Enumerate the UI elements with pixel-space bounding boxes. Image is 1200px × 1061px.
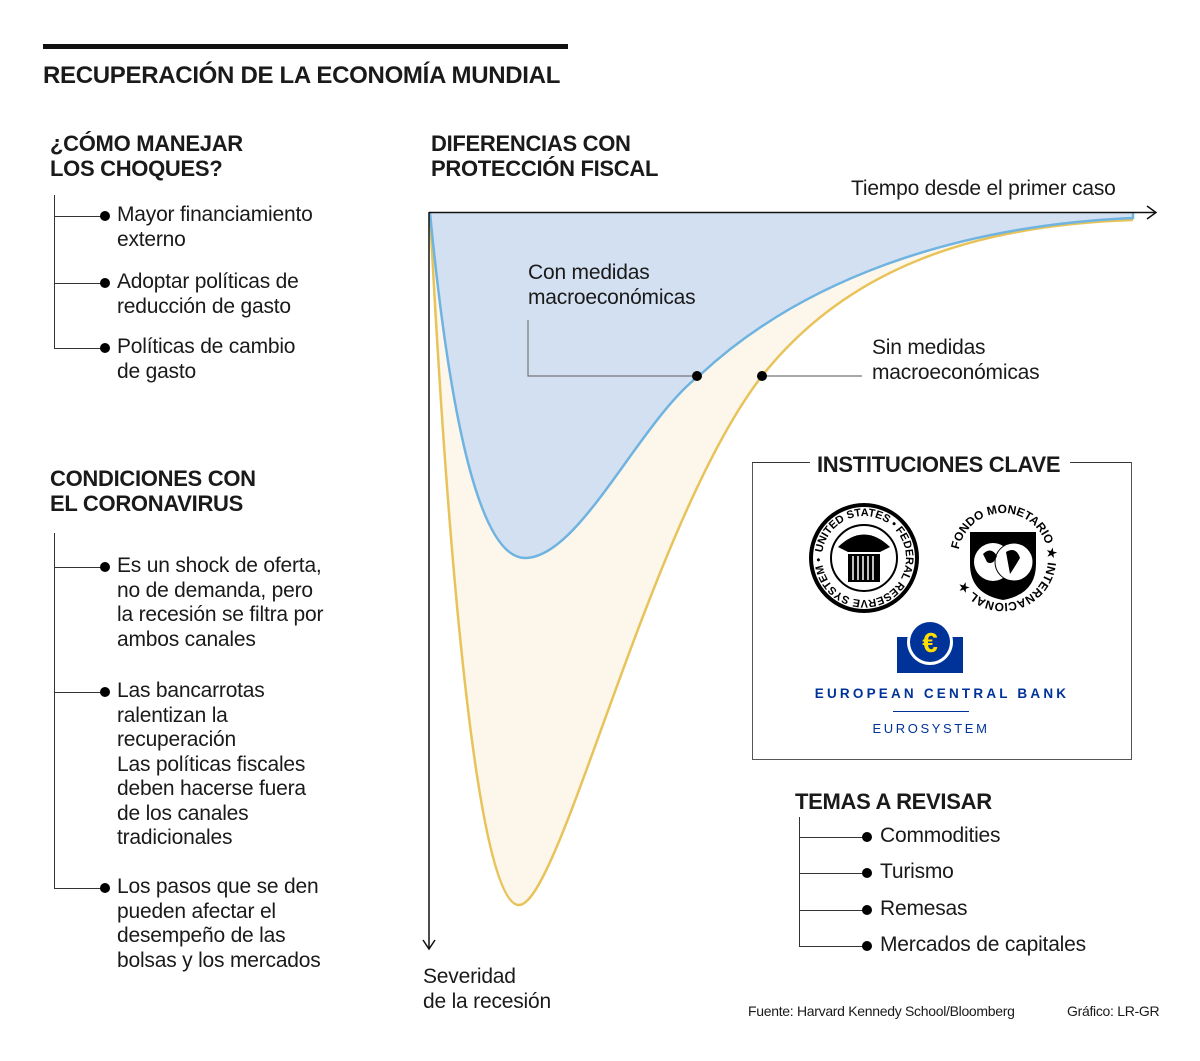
item-line: ambos canales: [117, 627, 256, 651]
list-item: Mayor financiamiento externo: [117, 203, 313, 252]
item-line: bolsas y los mercados: [117, 948, 321, 972]
with-measures-area: [430, 213, 1133, 558]
item-line: no de demanda, pero: [117, 578, 313, 602]
item-line: desempeño de las: [117, 924, 286, 947]
item-line: Políticas de cambio: [117, 335, 296, 358]
bracket-line: [54, 195, 55, 349]
list-item: Políticas de cambio de gasto: [117, 335, 295, 384]
connector-line: [54, 692, 105, 693]
ecb-name: EUROPEAN CENTRAL BANK: [814, 686, 1070, 701]
fed-logo: UNITED STATES • FEDERAL RESERVE SYSTEM •: [809, 503, 919, 613]
x-axis-label: Tiempo desde el primer caso: [851, 177, 1116, 200]
imf-logo: FONDO MONETARIO ★ INTERNACIONAL ★: [948, 502, 1058, 614]
item-line: externo: [117, 227, 186, 251]
ecb-logo: €: [897, 619, 963, 673]
item-line: Mayor financiamiento: [117, 203, 313, 226]
connector-line: [54, 888, 105, 889]
label-line: Sin medidas: [872, 336, 986, 359]
box-top-left: [752, 462, 810, 463]
item-line: la recesión se filtra por: [117, 603, 324, 626]
without-measures-label: Sin medidas macroeconómicas: [872, 336, 1040, 385]
page-title: RECUPERACIÓN DE LA ECONOMÍA MUNDIAL: [43, 62, 561, 89]
bullet-dot: [862, 941, 872, 951]
connector-line: [799, 910, 867, 911]
y-axis-label: Severidad de la recesión: [423, 965, 551, 1014]
item-line: recuperación: [117, 728, 237, 751]
item-line: tradicionales: [117, 826, 233, 849]
bullet-dot: [100, 278, 110, 288]
topics-heading: TEMAS A REVISAR: [795, 789, 992, 814]
source-note: Fuente: Harvard Kennedy School/Bloomberg: [748, 1003, 1015, 1019]
item-line: reducción de gasto: [117, 294, 291, 318]
bullet-dot: [100, 343, 110, 353]
conditions-heading: CONDICIONES CON EL CORONAVIRUS: [50, 466, 256, 516]
heading-line: ¿CÓMO MANEJAR: [50, 131, 243, 156]
label-line: Con medidas: [528, 261, 650, 284]
list-item: Mercados de capitales: [880, 933, 1086, 956]
bullet-dot: [862, 868, 872, 878]
item-line: ralentizan la: [117, 703, 228, 727]
heading-line: CONDICIONES CON: [50, 466, 256, 491]
chart-heading: DIFERENCIAS CON PROTECCIÓN FISCAL: [431, 131, 658, 181]
heading-line: LOS CHOQUES?: [50, 156, 223, 181]
heading-line: PROTECCIÓN FISCAL: [431, 156, 659, 181]
with-measures-label: Con medidas macroeconómicas: [528, 261, 696, 310]
item-line: Las bancarrotas: [117, 679, 265, 702]
without-measures-curve: [428, 212, 1134, 907]
heading-line: EL CORONAVIRUS: [50, 491, 244, 516]
label-line: de la recesión: [423, 989, 551, 1013]
item-line: deben hacerse fuera: [117, 777, 306, 800]
list-item: Adoptar políticas de reducción de gasto: [117, 270, 299, 319]
connector-line: [54, 283, 105, 284]
bracket-line: [54, 533, 55, 888]
connector-line: [54, 348, 105, 349]
x-axis-arrow: [1146, 205, 1158, 220]
svg-text:€: €: [922, 627, 938, 658]
connector-line: [54, 216, 105, 217]
ecb-subtitle: EUROSYSTEM: [872, 721, 990, 736]
institutions-heading: INSTITUCIONES CLAVE: [817, 452, 1061, 477]
item-line: Es un shock de oferta,: [117, 554, 322, 577]
bullet-dot: [862, 905, 872, 915]
bullet-dot: [100, 883, 110, 893]
box-top-right: [1070, 462, 1131, 463]
list-item: Los pasos que se den pueden afectar el des…: [117, 875, 321, 973]
connector-line: [799, 946, 867, 947]
shocks-heading: ¿CÓMO MANEJAR LOS CHOQUES?: [50, 131, 243, 181]
item-line: de gasto: [117, 359, 196, 383]
credit-note: Gráfico: LR-GR: [1067, 1003, 1160, 1019]
institutions-box: [752, 462, 1132, 760]
with-measures-curve: [428, 212, 1135, 560]
list-item: Es un shock de oferta, no de demanda, per…: [117, 554, 323, 652]
item-line: pueden afectar el: [117, 899, 276, 923]
with-measures-marker: [692, 371, 702, 381]
list-item: Turismo: [880, 860, 954, 883]
item-line: Adoptar políticas de: [117, 270, 299, 293]
title-rule: [43, 44, 568, 49]
connector-line: [799, 837, 867, 838]
bullet-dot: [862, 832, 872, 842]
y-axis-arrow: [422, 939, 436, 951]
bullet-dot: [100, 687, 110, 697]
with-measures-leader: [527, 320, 697, 377]
item-line: Las políticas fiscales: [117, 752, 306, 776]
heading-line: DIFERENCIAS CON: [431, 131, 631, 156]
ecb-divider: [893, 711, 969, 712]
bullet-dot: [100, 562, 110, 572]
list-item: Commodities: [880, 824, 1001, 847]
list-item: Las bancarrotas ralentizan la recuperación…: [117, 679, 306, 851]
connector-line: [54, 567, 105, 568]
label-line: macroeconómicas: [528, 285, 696, 309]
bullet-dot: [100, 211, 110, 221]
without-measures-marker: [757, 371, 767, 381]
list-item: Remesas: [880, 897, 968, 920]
item-line: Los pasos que se den: [117, 875, 319, 898]
bracket-line: [799, 817, 800, 947]
connector-line: [799, 873, 867, 874]
item-line: de los canales: [117, 801, 249, 825]
label-line: Severidad: [423, 965, 516, 988]
label-line: macroeconómicas: [872, 360, 1040, 384]
